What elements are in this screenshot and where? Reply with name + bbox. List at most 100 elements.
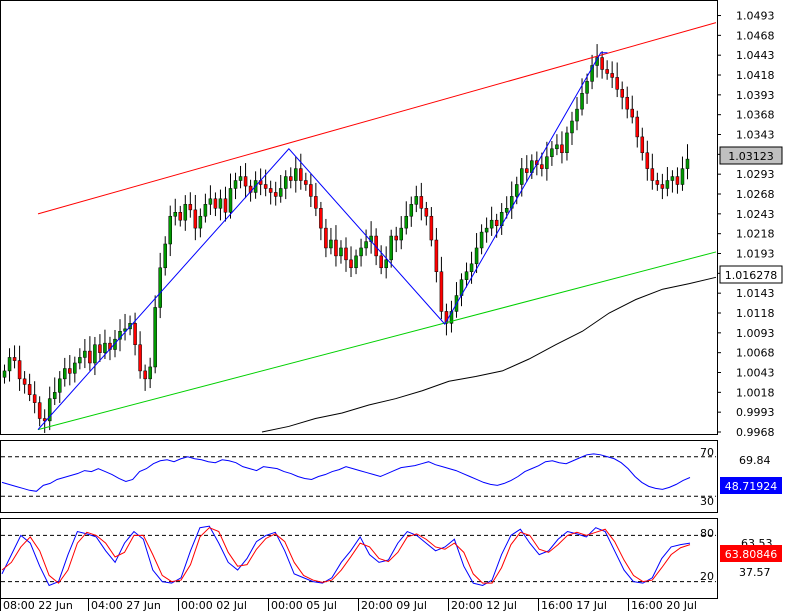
candle-body	[188, 204, 193, 211]
rsi-current-label: 48.71924	[725, 480, 778, 493]
candle-body	[329, 239, 333, 249]
candle-body	[93, 344, 97, 364]
price-tick-label: 1.0268	[736, 188, 775, 201]
candle-body	[364, 241, 368, 249]
candle-body	[278, 188, 283, 197]
candle-body	[73, 362, 77, 374]
candle-body	[585, 81, 589, 94]
candle-body	[404, 215, 409, 229]
candle-body	[479, 231, 484, 249]
price-tick-label: 1.0393	[736, 89, 775, 102]
candle-body	[163, 243, 167, 269]
candle-body	[550, 148, 554, 157]
candle-body	[263, 184, 268, 189]
time-tick-label: 16:00 17 Jul	[541, 599, 607, 611]
candle-body	[118, 331, 122, 340]
current-price-box	[719, 146, 783, 165]
candle-body	[63, 368, 67, 380]
candle-body	[600, 57, 604, 70]
candle-body	[555, 144, 559, 150]
rsi-level-70: 70	[700, 446, 714, 459]
candle-body	[198, 215, 203, 229]
candle-body	[7, 357, 12, 372]
candle-body	[575, 108, 579, 122]
candle-body	[344, 247, 348, 261]
candle-body	[324, 227, 328, 249]
candle-body	[98, 344, 102, 353]
candle-body	[314, 196, 318, 209]
price-tick-label: 1.0093	[736, 327, 775, 340]
candle-body	[228, 188, 233, 213]
candle-body	[168, 215, 172, 245]
candle-body	[570, 120, 574, 134]
candle-body	[650, 168, 655, 181]
candle-body	[675, 176, 680, 185]
stoch-level-80: 80	[700, 527, 714, 540]
candle-body	[349, 259, 353, 269]
candle-body	[52, 392, 57, 399]
candle-body	[605, 69, 609, 74]
rsi-current-box	[720, 477, 782, 494]
price-tick-label: 1.0218	[736, 228, 775, 241]
stoch-current-box	[720, 545, 782, 562]
time-tick-label: 08:00 22 Jun	[3, 599, 73, 611]
candle-body	[103, 342, 107, 353]
candle-body	[22, 378, 27, 385]
candle-body	[525, 168, 529, 173]
candle-body	[439, 271, 444, 312]
candle-body	[359, 247, 363, 257]
candle-body	[243, 176, 248, 187]
candle-body	[620, 89, 624, 98]
price-tick-label: 1.0068	[736, 347, 775, 360]
time-tick-label: 00:00 05 Jul	[271, 599, 337, 611]
stoch-values-label: 37.57	[739, 566, 771, 579]
candle-body	[153, 307, 157, 368]
candle-body	[625, 96, 629, 110]
candle-body	[384, 259, 388, 269]
candle-body	[354, 255, 358, 269]
candle-body	[464, 271, 469, 280]
candle-body	[635, 116, 640, 138]
price-tick-label: 1.0243	[736, 208, 775, 221]
candle-body	[183, 204, 188, 221]
candle-body	[218, 198, 223, 209]
candle-body	[494, 219, 499, 226]
candle-body	[610, 73, 614, 78]
candle-body	[304, 180, 308, 185]
candle-body	[514, 184, 519, 197]
candle-body	[474, 247, 479, 265]
candle-body	[590, 65, 594, 82]
candle-body	[37, 402, 42, 419]
candle-body	[319, 208, 323, 229]
price-tick-label: 1.0418	[736, 69, 775, 82]
candle-body	[429, 215, 434, 241]
candle-body	[520, 168, 524, 185]
candle-body	[83, 350, 87, 358]
candle-body	[409, 204, 414, 217]
candle-body	[283, 176, 288, 189]
price-tick-label: 1.0193	[736, 248, 775, 261]
time-tick-label: 00:00 02 Jul	[181, 599, 247, 611]
candle-body	[158, 267, 162, 308]
stoch-main-line	[1, 525, 691, 587]
price-tick-label: 1.0343	[736, 129, 775, 142]
stoch-level-20: 20	[700, 570, 714, 583]
time-tick-label: 04:00 27 Jun	[91, 599, 161, 611]
candle-body	[294, 168, 298, 181]
candle-body	[414, 196, 419, 205]
candle-body	[449, 311, 454, 324]
candle-body	[504, 208, 509, 213]
candle-body	[545, 156, 549, 169]
candle-body	[32, 394, 37, 403]
candle-body	[78, 357, 82, 364]
rsi-panel-frame	[0, 440, 718, 513]
price-tick-label: 1.0493	[736, 10, 775, 23]
rsi-values-label: 69.84	[739, 454, 771, 467]
upper-channel-line	[37, 22, 717, 215]
rsi-panel	[1, 453, 716, 497]
candle-body	[268, 188, 273, 193]
candle-body	[469, 263, 474, 273]
stochastic-panel	[1, 525, 716, 587]
time-tick-label: 20:00 12 Jul	[451, 599, 517, 611]
candle-body	[640, 136, 645, 154]
